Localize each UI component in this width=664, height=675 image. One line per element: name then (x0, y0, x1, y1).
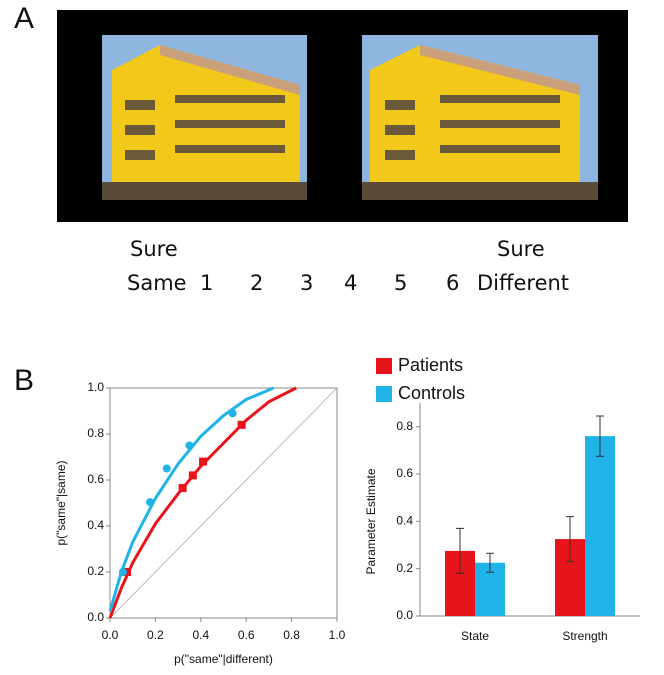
x-axis-label: p("same"|different) (174, 652, 273, 666)
error-bar (596, 415, 604, 457)
point (162, 464, 171, 473)
y-tick-label: 0.2 (396, 561, 413, 575)
photo (102, 35, 307, 200)
y-axis-label: Parameter Estimate (364, 468, 378, 574)
legend-swatch (376, 358, 392, 374)
x-tick-label: 0.4 (192, 628, 209, 642)
error-bar (566, 516, 574, 563)
x-tick-label: 1.0 (329, 628, 346, 642)
y-tick-label: 0.2 (87, 564, 104, 578)
point (199, 457, 208, 466)
panel-label: A (14, 2, 34, 35)
point (123, 568, 132, 576)
error-bar (486, 552, 494, 573)
point (145, 498, 154, 507)
y-tick-label: 0.6 (87, 472, 104, 486)
x-tick-label: 0.2 (147, 628, 164, 642)
y-tick-label: 0.0 (396, 608, 413, 622)
y-tick-label: 0.0 (87, 610, 104, 624)
scale-label: 3 (300, 271, 313, 295)
scale-anchor: Sure (497, 237, 545, 261)
y-tick-label: 0.8 (87, 426, 104, 440)
scale-label: 6 (446, 271, 459, 295)
point (188, 471, 197, 480)
legend-label: Controls (398, 383, 465, 403)
point (185, 441, 194, 450)
chance-line (109, 387, 338, 619)
scale-label: Same (127, 271, 187, 295)
legend-swatch (376, 386, 392, 402)
scale-label: Different (477, 271, 569, 295)
error-bar (456, 527, 464, 574)
scale-label: 4 (344, 271, 357, 295)
x-tick-label: State (461, 629, 489, 643)
legend-label: Patients (398, 355, 463, 375)
fit-curve (108, 386, 275, 612)
x-tick-label: Strength (562, 629, 607, 643)
y-tick-label: 1.0 (87, 380, 104, 394)
bar (585, 436, 615, 616)
panel-label: B (14, 364, 34, 397)
scale-label: 5 (394, 271, 407, 295)
y-tick-label: 0.8 (396, 419, 413, 433)
plot-frame (109, 387, 338, 619)
fit-curve (108, 386, 297, 619)
point (228, 409, 237, 418)
scale-label: 2 (250, 271, 263, 295)
point (237, 420, 246, 429)
y-tick-label: 0.4 (396, 514, 413, 528)
y-tick-label: 0.6 (396, 466, 413, 480)
x-tick-label: 0.8 (283, 628, 300, 642)
scale-anchor: Sure (130, 237, 178, 261)
x-tick-label: 0.0 (102, 628, 119, 642)
y-axis-label: p("same"|same) (54, 461, 68, 546)
photo (362, 35, 598, 200)
point (118, 568, 127, 576)
point (178, 484, 187, 493)
y-tick-label: 0.4 (87, 518, 104, 532)
x-tick-label: 0.6 (238, 628, 255, 642)
scale-label: 1 (200, 271, 213, 295)
